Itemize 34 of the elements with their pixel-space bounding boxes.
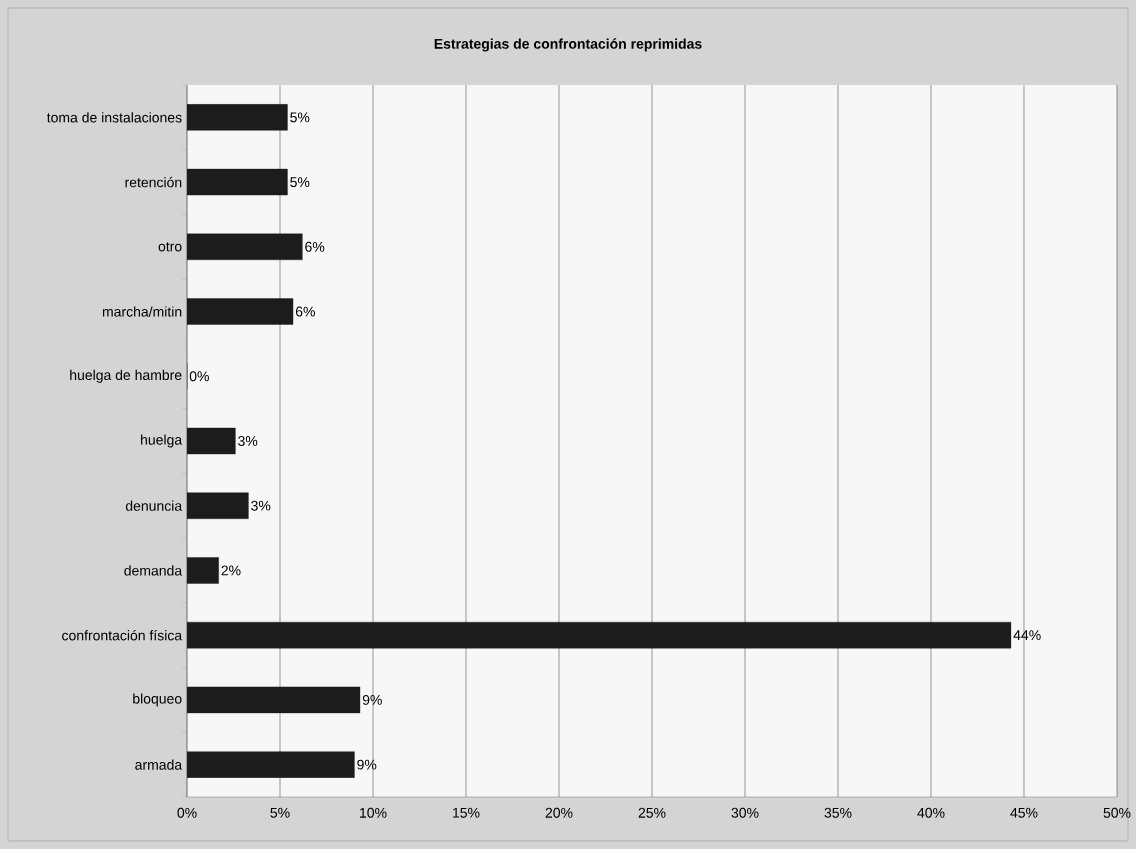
chart-title: Estrategias de confrontación reprimidas	[434, 38, 702, 52]
y-tick-label: armada	[135, 759, 183, 770]
data-label: 5%	[290, 112, 310, 123]
y-tick-label: retención	[125, 176, 182, 188]
data-label: 44%	[1013, 630, 1041, 641]
x-tick-label: 0%	[177, 807, 197, 818]
data-label: 6%	[295, 306, 315, 317]
x-tick-label: 10%	[360, 807, 387, 818]
x-tick-label: 20%	[545, 807, 573, 818]
data-label: 6%	[305, 241, 325, 252]
x-tick-label: 40%	[917, 807, 945, 818]
y-tick-label: denuncia	[125, 500, 183, 511]
y-tick-label: huelga	[141, 434, 183, 448]
x-tick-label: 45%	[1010, 807, 1038, 818]
data-label: 3%	[251, 500, 271, 511]
y-tick-label: bloqueo	[133, 693, 182, 707]
data-label: 9%	[362, 694, 382, 705]
y-tick-label: demanda	[124, 565, 183, 576]
data-label: 9%	[357, 759, 377, 770]
data-label: 5%	[290, 177, 310, 188]
data-label: 3%	[238, 436, 258, 446]
data-label: 2%	[221, 565, 241, 576]
y-tick-label: otro	[158, 242, 182, 252]
y-tick-label: toma de instalaciones	[46, 112, 182, 123]
x-tick-label: 25%	[638, 807, 666, 818]
x-tick-label: 5%	[270, 807, 290, 818]
y-tick-label: confrontación física	[62, 629, 183, 641]
x-tick-label: 50%	[1103, 807, 1131, 818]
data-label: 0%	[189, 371, 209, 382]
x-tick-label: 15%	[453, 807, 480, 818]
x-tick-label: 30%	[731, 807, 759, 818]
x-tick-label: 35%	[824, 807, 852, 818]
y-tick-label: marcha/mitin	[102, 306, 182, 317]
y-tick-label: huelga de hambre	[70, 369, 182, 383]
